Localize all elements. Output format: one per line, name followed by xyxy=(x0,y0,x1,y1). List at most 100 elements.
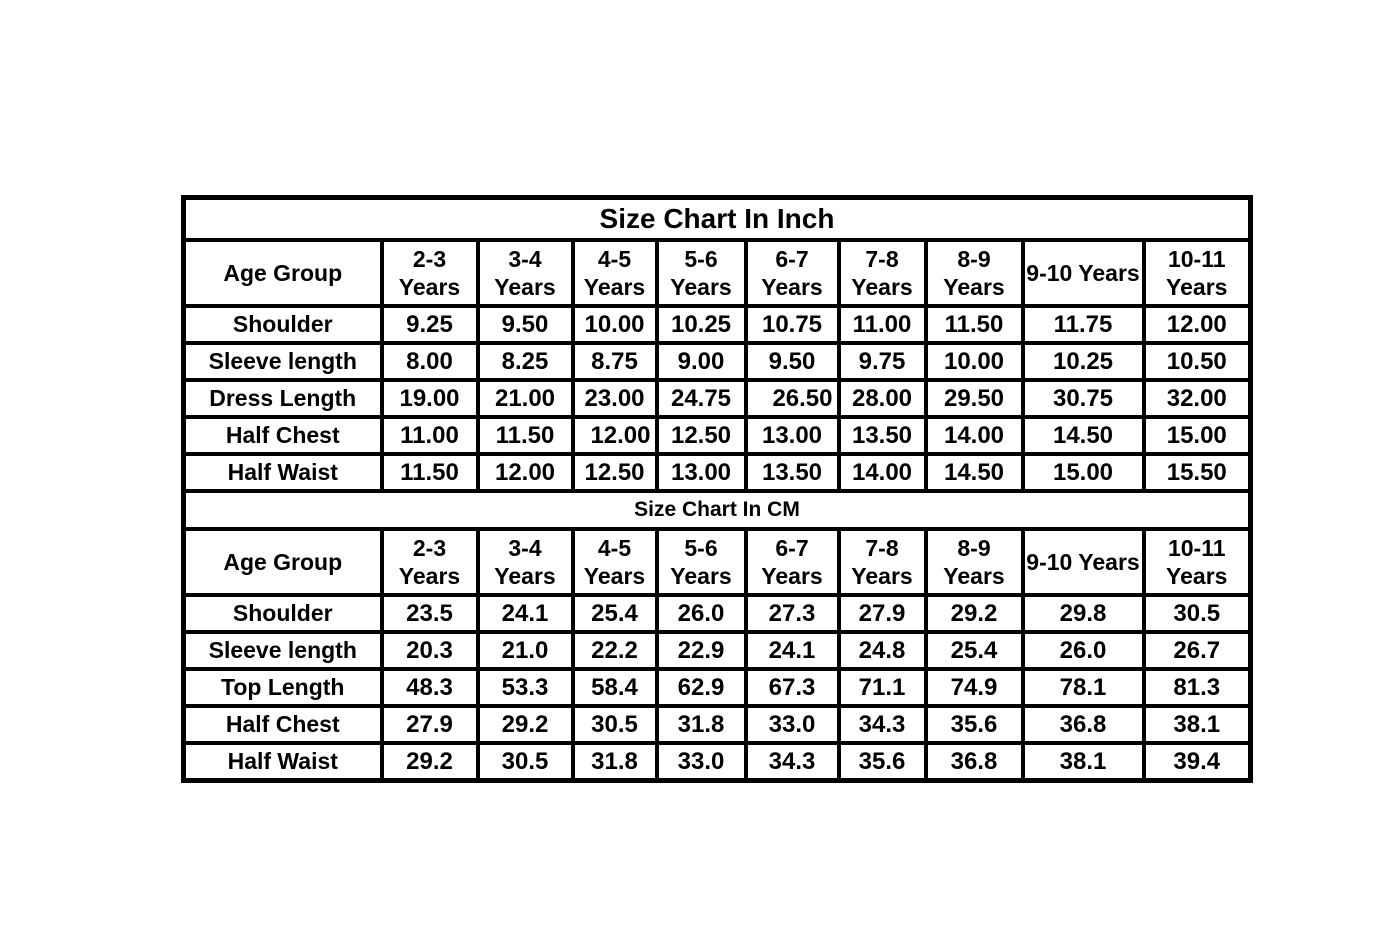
measurement-cell: 8.00 xyxy=(379,341,480,382)
measurement-cell: 36.8 xyxy=(923,741,1025,783)
measurement-cell: 11.75 xyxy=(1020,304,1146,345)
column-header-age-group: 5-6 Years xyxy=(654,238,748,308)
measurement-cell: 26.7 xyxy=(1141,630,1253,671)
measurement-cell: 38.1 xyxy=(1141,704,1253,745)
row-label: Half Chest xyxy=(181,415,384,456)
measurement-cell: 38.1 xyxy=(1020,741,1146,783)
table-row: Shoulder 9.25 9.50 10.00 10.25 10.75 11.00 11.5… xyxy=(181,304,1253,345)
measurement-cell: 10.00 xyxy=(570,304,659,345)
measurement-cell: 19.00 xyxy=(379,378,480,419)
measurement-cell: 27.3 xyxy=(743,593,841,634)
measurement-cell: 24.1 xyxy=(475,593,575,634)
measurement-cell: 11.00 xyxy=(836,304,928,345)
measurement-cell: 53.3 xyxy=(475,667,575,708)
measurement-cell: 9.50 xyxy=(475,304,575,345)
column-header-age-group: 4-5 Years xyxy=(570,238,659,308)
measurement-cell: 14.50 xyxy=(1020,415,1146,456)
measurement-cell: 9.00 xyxy=(654,341,748,382)
measurement-cell: 25.4 xyxy=(923,630,1025,671)
measurement-cell: 14.50 xyxy=(923,452,1025,493)
measurement-cell: 22.9 xyxy=(654,630,748,671)
measurement-cell: 30.5 xyxy=(570,704,659,745)
column-header-age-group: 6-7 Years xyxy=(743,527,841,597)
column-header-age-group: 2-3 Years xyxy=(379,527,480,597)
column-header-age-group: 8-9 Years xyxy=(923,238,1025,308)
measurement-cell: 29.2 xyxy=(923,593,1025,634)
column-header-age-group: 6-7 Years xyxy=(743,238,841,308)
age-group-header-row: Age Group 2-3 Years 3-4 Years 4-5 Years 5-6 … xyxy=(181,527,1253,597)
measurement-cell: 36.8 xyxy=(1020,704,1146,745)
measurement-cell: 9.50 xyxy=(743,341,841,382)
measurement-cell: 11.50 xyxy=(475,415,575,456)
table-row: Dress Length 19.00 21.00 23.00 24.75 26.50 28.… xyxy=(181,378,1253,419)
measurement-cell: 81.3 xyxy=(1141,667,1253,708)
column-header-age-group: 2-3 Years xyxy=(379,238,480,308)
measurement-cell: 62.9 xyxy=(654,667,748,708)
measurement-cell: 14.00 xyxy=(923,415,1025,456)
measurement-cell: 30.75 xyxy=(1020,378,1146,419)
measurement-cell: 13.50 xyxy=(836,415,928,456)
measurement-cell: 8.75 xyxy=(570,341,659,382)
measurement-cell: 31.8 xyxy=(654,704,748,745)
measurement-cell: 12.00 xyxy=(570,415,659,456)
table-row: Sleeve length 20.3 21.0 22.2 22.9 24.1 24.8 25.… xyxy=(181,630,1253,671)
measurement-cell: 26.0 xyxy=(654,593,748,634)
measurement-cell: 10.25 xyxy=(1020,341,1146,382)
measurement-cell: 21.0 xyxy=(475,630,575,671)
column-header-age-group: 7-8 Years xyxy=(836,238,928,308)
table-row: Top Length 48.3 53.3 58.4 62.9 67.3 71.1 74.9 78… xyxy=(181,667,1253,708)
measurement-cell: 15.00 xyxy=(1141,415,1253,456)
measurement-cell: 29.50 xyxy=(923,378,1025,419)
measurement-cell: 78.1 xyxy=(1020,667,1146,708)
measurement-cell: 28.00 xyxy=(836,378,928,419)
measurement-cell: 9.25 xyxy=(379,304,480,345)
measurement-cell: 10.50 xyxy=(1141,341,1253,382)
measurement-cell: 11.00 xyxy=(379,415,480,456)
measurement-cell: 32.00 xyxy=(1141,378,1253,419)
measurement-cell: 13.00 xyxy=(743,415,841,456)
row-label: Dress Length xyxy=(181,378,384,419)
measurement-cell: 35.6 xyxy=(923,704,1025,745)
measurement-cell: 31.8 xyxy=(570,741,659,783)
measurement-cell: 58.4 xyxy=(570,667,659,708)
table-row: Half Waist 11.50 12.00 12.50 13.00 13.50 14.00… xyxy=(181,452,1253,493)
measurement-cell: 20.3 xyxy=(379,630,480,671)
row-label: Half Waist xyxy=(181,741,384,783)
measurement-cell: 29.2 xyxy=(379,741,480,783)
measurement-cell: 24.8 xyxy=(836,630,928,671)
measurement-cell: 29.2 xyxy=(475,704,575,745)
measurement-cell: 9.75 xyxy=(836,341,928,382)
row-label: Shoulder xyxy=(181,593,384,634)
age-group-corner-header: Age Group xyxy=(181,238,384,308)
measurement-cell: 26.50 xyxy=(743,378,841,419)
measurement-cell: 67.3 xyxy=(743,667,841,708)
measurement-cell: 29.8 xyxy=(1020,593,1146,634)
table-row: Shoulder 23.5 24.1 25.4 26.0 27.3 27.9 29.2 29.8… xyxy=(181,593,1253,634)
measurement-cell: 27.9 xyxy=(836,593,928,634)
measurement-cell: 27.9 xyxy=(379,704,480,745)
table-row: Half Chest 11.00 11.50 12.00 12.50 13.00 13.50… xyxy=(181,415,1253,456)
column-header-age-group: 9-10 Years xyxy=(1020,238,1146,308)
table-row: Half Waist 29.2 30.5 31.8 33.0 34.3 35.6 36.8 38… xyxy=(181,741,1253,783)
column-header-age-group: 10-11 Years xyxy=(1141,238,1253,308)
row-label: Sleeve length xyxy=(181,341,384,382)
measurement-cell: 33.0 xyxy=(654,741,748,783)
age-group-header-row: Age Group 2-3 Years 3-4 Years 4-5 Years 5-6 … xyxy=(181,238,1253,308)
measurement-cell: 10.25 xyxy=(654,304,748,345)
column-header-age-group: 7-8 Years xyxy=(836,527,928,597)
row-label: Half Chest xyxy=(181,704,384,745)
measurement-cell: 10.75 xyxy=(743,304,841,345)
measurement-cell: 25.4 xyxy=(570,593,659,634)
measurement-cell: 34.3 xyxy=(743,741,841,783)
measurement-cell: 15.00 xyxy=(1020,452,1146,493)
measurement-cell: 14.00 xyxy=(836,452,928,493)
measurement-cell: 30.5 xyxy=(1141,593,1253,634)
measurement-cell: 10.00 xyxy=(923,341,1025,382)
measurement-cell: 24.1 xyxy=(743,630,841,671)
section-title-row: Size Chart In Inch xyxy=(181,195,1253,242)
column-header-age-group: 3-4 Years xyxy=(475,527,575,597)
measurement-cell: 23.5 xyxy=(379,593,480,634)
column-header-age-group: 10-11 Years xyxy=(1141,527,1253,597)
column-header-age-group: 9-10 Years xyxy=(1020,527,1146,597)
